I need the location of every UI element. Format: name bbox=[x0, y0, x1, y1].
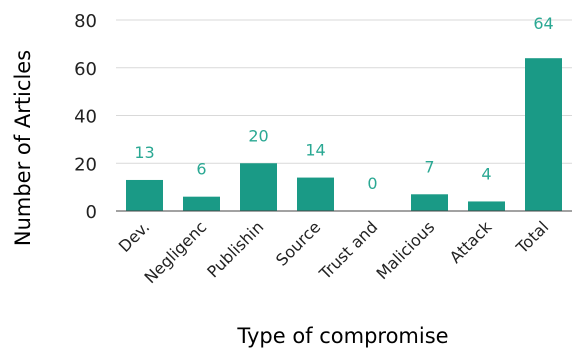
data-label: 7 bbox=[424, 157, 434, 176]
y-tick-label: 80 bbox=[74, 11, 97, 32]
x-axis-title: Type of compromise bbox=[236, 324, 448, 348]
data-label: 4 bbox=[481, 164, 491, 183]
data-label: 64 bbox=[533, 14, 553, 33]
data-label: 0 bbox=[367, 174, 377, 193]
y-tick-label: 60 bbox=[74, 59, 97, 80]
x-tick-label: Publishin bbox=[203, 217, 267, 281]
y-tick-label: 40 bbox=[74, 107, 97, 128]
bars bbox=[126, 58, 562, 212]
y-tick-label: 0 bbox=[86, 202, 97, 223]
bar-3 bbox=[297, 177, 334, 211]
y-tick-labels: 0 20 40 60 80 bbox=[74, 11, 97, 223]
data-label: 20 bbox=[248, 126, 268, 145]
bar-1 bbox=[183, 196, 220, 211]
bar-2 bbox=[240, 163, 277, 211]
bar-7 bbox=[525, 58, 562, 212]
x-tick-label: Total bbox=[512, 217, 553, 258]
x-tick-label: Trust and bbox=[315, 217, 381, 283]
x-tick-label: Negligenc bbox=[140, 217, 210, 287]
y-axis-title: Number of Articles bbox=[11, 50, 35, 246]
bar-5 bbox=[411, 194, 448, 211]
data-labels: 13 6 20 14 0 7 4 64 bbox=[134, 14, 553, 193]
gridlines bbox=[116, 19, 572, 164]
bar-0 bbox=[126, 179, 163, 211]
y-tick-label: 20 bbox=[74, 154, 97, 175]
x-tick-label: Attack bbox=[446, 217, 496, 267]
x-tick-label: Malicious bbox=[373, 217, 439, 283]
data-label: 13 bbox=[134, 143, 154, 162]
bar-6 bbox=[468, 201, 505, 211]
data-label: 6 bbox=[196, 160, 206, 179]
x-tick-label: Source bbox=[272, 217, 324, 269]
x-tick-label: Dev. bbox=[115, 217, 154, 256]
data-label: 14 bbox=[305, 141, 325, 160]
